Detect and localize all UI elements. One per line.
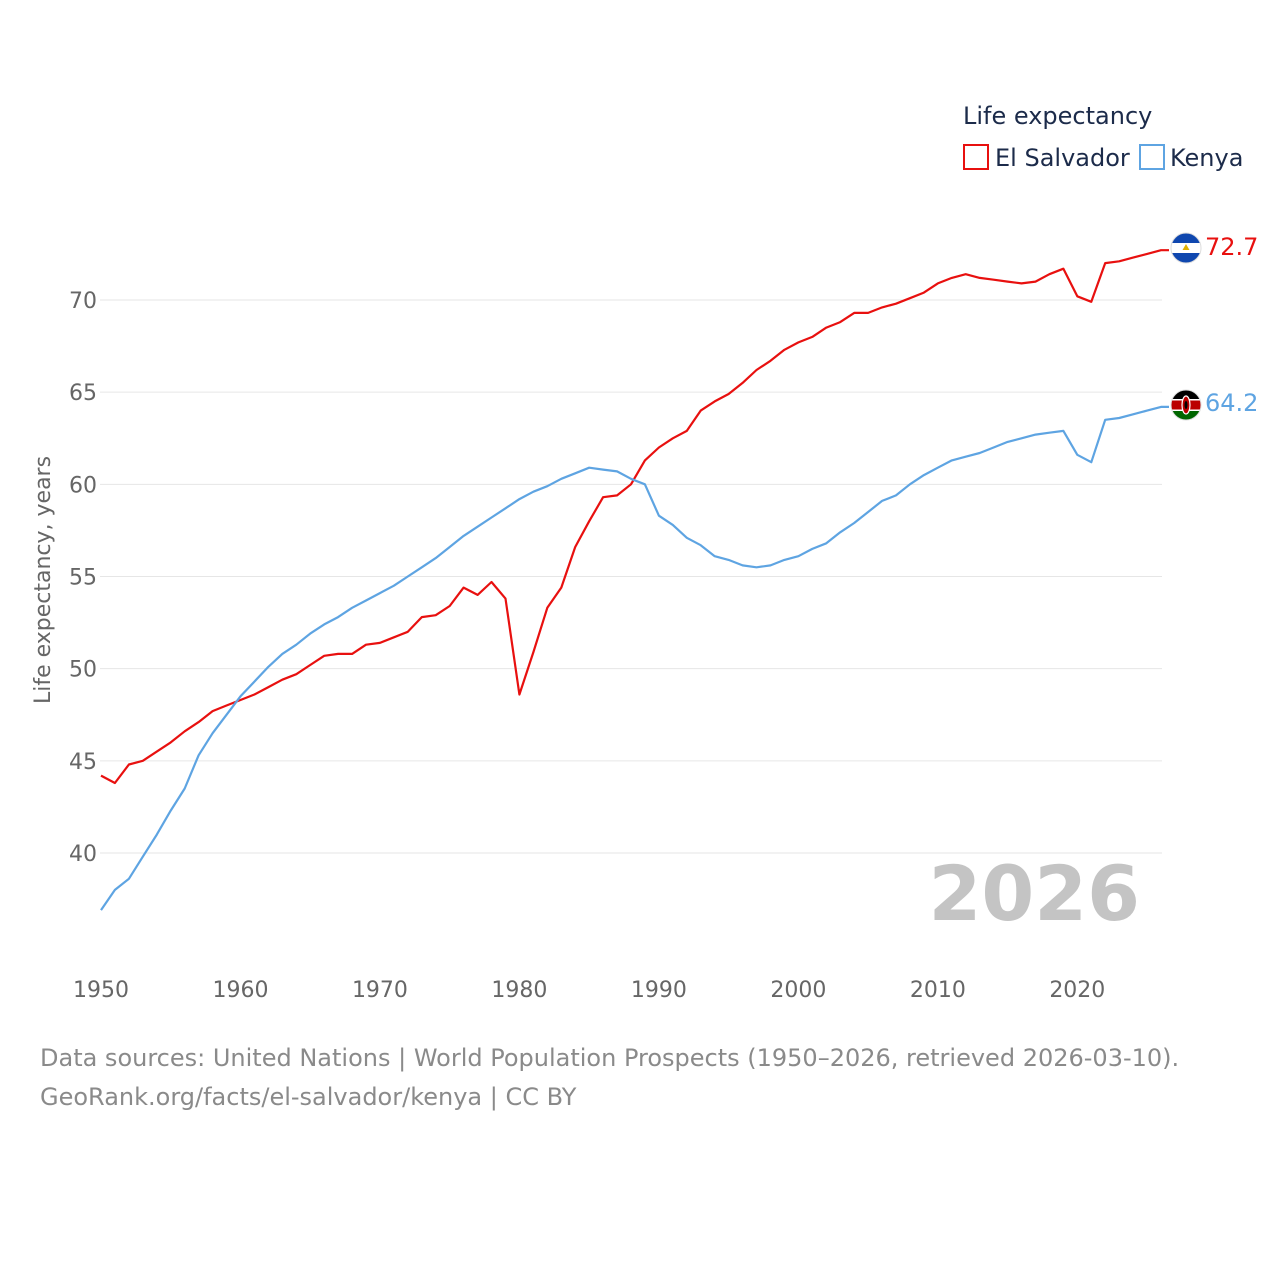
kenya-flag-icon <box>1171 390 1201 420</box>
x-tick-1960: 1960 <box>212 978 268 1003</box>
x-axis-ticks: 1950 1960 1970 1980 1990 2000 2010 2020 <box>73 978 1105 1003</box>
y-tick-40: 40 <box>69 842 97 867</box>
y-tick-60: 60 <box>69 473 97 498</box>
series-line-el-salvador <box>100 249 1169 785</box>
legend-swatch-el-salvador <box>963 144 989 170</box>
legend-title: Life expectancy <box>963 102 1152 130</box>
x-tick-1970: 1970 <box>352 978 408 1003</box>
x-tick-2020: 2020 <box>1049 978 1105 1003</box>
y-tick-65: 65 <box>69 381 97 406</box>
legend: Life expectancy El Salvador Kenya <box>963 102 1243 172</box>
series-line-kenya <box>100 405 1169 911</box>
y-axis-ticks: 40 45 50 55 60 65 70 <box>69 289 97 867</box>
x-tick-1980: 1980 <box>491 978 547 1003</box>
y-tick-55: 55 <box>69 566 97 591</box>
life-expectancy-chart: 40 45 50 55 60 65 70 1950 1960 1970 1980 1990 2000 2… <box>31 102 1258 1003</box>
series-lines <box>100 249 1169 911</box>
x-tick-1990: 1990 <box>631 978 687 1003</box>
y-axis-label: Life expectancy, years <box>31 456 56 704</box>
legend-item-el-salvador[interactable]: El Salvador <box>963 144 1130 172</box>
gridlines <box>100 299 1162 854</box>
x-tick-1950: 1950 <box>73 978 129 1003</box>
x-tick-2000: 2000 <box>770 978 826 1003</box>
y-tick-50: 50 <box>69 658 97 683</box>
legend-label-kenya: Kenya <box>1170 144 1243 172</box>
legend-label-el-salvador: El Salvador <box>995 144 1130 172</box>
footer-attribution[interactable]: GeoRank.org/facts/el-salvador/kenya | CC… <box>40 1083 577 1111</box>
x-tick-2010: 2010 <box>910 978 966 1003</box>
y-tick-45: 45 <box>69 750 97 775</box>
legend-swatch-kenya <box>1139 144 1165 170</box>
end-value-kenya: 64.2 <box>1205 389 1258 417</box>
footer-sources: Data sources: United Nations | World Pop… <box>40 1044 1180 1072</box>
legend-item-kenya[interactable]: Kenya <box>1139 144 1243 172</box>
y-tick-70: 70 <box>69 289 97 314</box>
current-year-label: 2026 <box>928 849 1140 938</box>
el-salvador-flag-icon <box>1171 233 1201 263</box>
end-value-el-salvador: 72.7 <box>1205 233 1258 261</box>
